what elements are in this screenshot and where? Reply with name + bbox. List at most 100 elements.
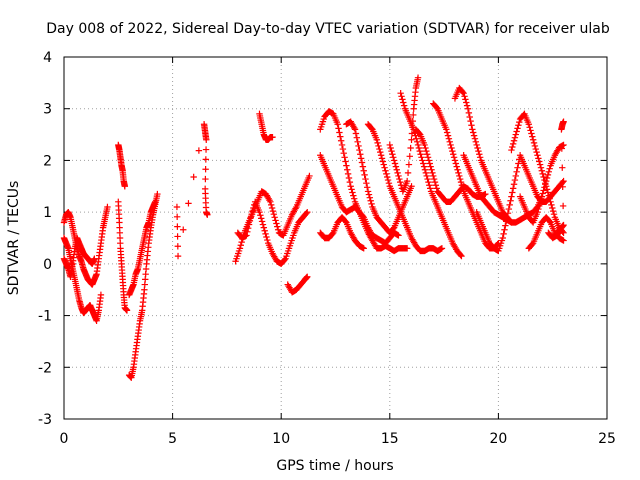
- data-point: [256, 208, 263, 216]
- data-point: [382, 167, 389, 174]
- data-point: [443, 126, 450, 133]
- data-point-fill: [394, 169, 401, 177]
- data-point-fill: [537, 164, 545, 171]
- y-tick-label: -3: [38, 412, 52, 428]
- data-point-fill: [530, 139, 538, 147]
- data-point-fill: [258, 218, 266, 225]
- data-point-fill: [391, 160, 399, 167]
- data-point-fill: [459, 88, 466, 96]
- data-point-fill: [540, 173, 547, 181]
- data-point-fill: [413, 135, 420, 142]
- data-point-fill: [542, 181, 549, 188]
- data-point-fill: [269, 207, 277, 215]
- data-point-fill: [511, 134, 519, 141]
- data-point-fill: [357, 151, 364, 158]
- data-point-fill: [352, 130, 360, 137]
- data-point-fill: [353, 134, 360, 141]
- data-point: [304, 273, 311, 280]
- data-point-fill: [454, 166, 461, 173]
- data-points: [60, 74, 567, 381]
- data-point-fill: [506, 201, 513, 209]
- data-point-fill: [407, 144, 414, 152]
- data-point: [204, 211, 211, 218]
- data-point-fill: [357, 155, 365, 162]
- series-s18: [386, 74, 422, 195]
- data-point-fill: [457, 251, 464, 259]
- chart-title: Day 008 of 2022, Sidereal Day-to-day VTE…: [46, 21, 610, 37]
- data-point: [104, 203, 111, 211]
- data-point-fill: [539, 170, 546, 178]
- data-point: [447, 141, 454, 149]
- data-point: [414, 74, 422, 81]
- data-point-fill: [546, 165, 553, 172]
- data-point: [351, 126, 359, 133]
- series-s19: [397, 90, 465, 260]
- data-point: [304, 208, 311, 216]
- data-point-fill: [452, 160, 460, 167]
- data-point: [343, 162, 350, 169]
- data-point-fill: [545, 192, 552, 199]
- x-tick-label: 10: [272, 431, 290, 447]
- data-point: [508, 193, 515, 200]
- data-point: [377, 152, 385, 159]
- data-point-fill: [526, 124, 533, 131]
- data-point-fill: [470, 132, 478, 139]
- series-s3: [60, 234, 98, 280]
- data-point-fill: [450, 151, 457, 158]
- data-point: [91, 255, 98, 262]
- data-point: [560, 221, 567, 229]
- data-point-fill: [509, 185, 517, 192]
- data-point-fill: [257, 212, 264, 219]
- y-axis-title: SDTVAR / TECUs: [6, 181, 22, 296]
- data-point-fill: [509, 189, 516, 196]
- data-point-fill: [337, 137, 345, 144]
- data-point-fill: [448, 144, 455, 152]
- data-point-fill: [450, 154, 458, 161]
- data-point: [547, 198, 554, 205]
- data-point-fill: [416, 147, 423, 155]
- data-point-fill: [536, 158, 543, 165]
- data-point-fill: [249, 207, 256, 215]
- data-point: [423, 172, 430, 180]
- data-point-fill: [504, 209, 512, 217]
- data-point-fill: [432, 182, 440, 189]
- data-point-fill: [545, 168, 552, 176]
- data-point-fill: [531, 142, 539, 150]
- data-point-fill: [341, 154, 348, 161]
- data-point: [356, 146, 363, 154]
- data-point-fill: [532, 145, 539, 153]
- data-point-fill: [383, 173, 391, 181]
- data-point-fill: [558, 145, 566, 152]
- data-point: [529, 136, 537, 143]
- data-point-fill: [335, 125, 342, 132]
- data-point: [560, 141, 567, 149]
- data-point-fill: [516, 118, 523, 126]
- data-point-fill: [363, 179, 370, 187]
- data-point: [408, 136, 415, 143]
- data-point-fill: [268, 204, 276, 212]
- data-point: [425, 157, 433, 164]
- data-point-fill: [418, 154, 425, 161]
- data-point-fill: [417, 151, 424, 158]
- data-point-fill: [539, 190, 546, 197]
- data-point-fill: [281, 256, 288, 263]
- data-point-fill: [385, 179, 393, 187]
- series-s23: [460, 152, 546, 226]
- data-point-fill: [340, 149, 347, 157]
- data-point-fill: [503, 218, 510, 225]
- data-point-fill: [399, 96, 406, 103]
- data-point: [306, 172, 313, 180]
- data-point-fill: [457, 178, 465, 186]
- data-point-fill: [431, 178, 439, 186]
- data-point-fill: [388, 147, 395, 155]
- data-point: [473, 141, 480, 149]
- data-point: [419, 157, 426, 164]
- data-point-fill: [368, 200, 375, 208]
- data-point-fill: [424, 154, 432, 161]
- data-point-fill: [423, 151, 431, 158]
- data-point-fill: [365, 191, 373, 198]
- x-axis: 0 5 10 15 20 25: [60, 57, 616, 447]
- y-tick-label: 4: [43, 50, 52, 66]
- data-point: [469, 126, 476, 133]
- data-point-fill: [514, 125, 521, 132]
